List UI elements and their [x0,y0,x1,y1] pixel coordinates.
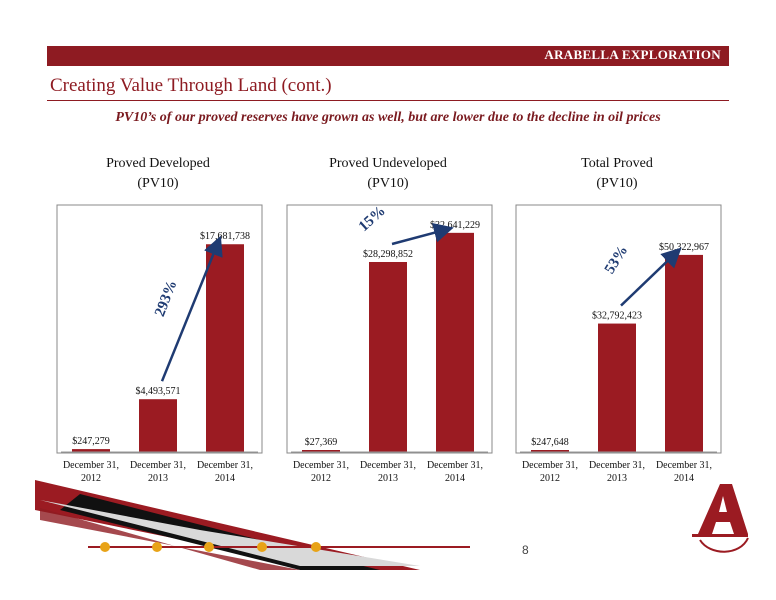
arabella-logo-icon [692,484,749,553]
x-tick-label: December 31, [589,460,645,471]
bar [206,244,244,452]
bar-value-label: $247,648 [531,437,569,448]
bar [139,399,177,452]
chart-title-proved-undeveloped: Proved Undeveloped (PV10) [288,154,488,194]
bar [598,323,636,452]
bar [436,232,474,452]
x-tick-label: December 31, [522,460,578,471]
x-tick-label: December 31, [427,460,483,471]
bar-value-label: $28,298,852 [363,249,413,260]
x-tick-label-year: 2012 [311,473,331,484]
page-subtitle: PV10’s of our proved reserves have grown… [115,110,661,125]
bar [369,261,407,452]
growth-arrow [620,247,682,307]
x-tick-label: December 31, [130,460,186,471]
growth-arrow [391,223,454,246]
x-tick-label-year: 2014 [215,473,235,484]
chart-title-total-proved: Total Proved (PV10) [517,154,717,194]
x-tick-label-year: 2013 [148,473,168,484]
x-tick-label-year: 2014 [445,473,465,484]
chart-title-line1: Total Proved [581,156,653,171]
x-tick-label-year: 2013 [607,473,627,484]
x-tick-label-year: 2012 [540,473,560,484]
chart-title-line1: Proved Undeveloped [329,156,447,171]
x-tick-label: December 31, [293,460,349,471]
bar-value-label: $4,493,571 [136,386,181,397]
chart-title-line1: Proved Developed [106,156,210,171]
header-bar: ARABELLA EXPLORATION [47,46,729,66]
chart-title-line2: (PV10) [596,176,638,191]
x-tick-label-year: 2014 [674,473,694,484]
page-title: Creating Value Through Land (cont.) [50,75,332,96]
brand-name: ARABELLA EXPLORATION [544,47,721,62]
bar-value-label: $17,681,738 [200,231,250,242]
bar [72,449,110,452]
bar-value-label: $32,641,229 [430,220,480,231]
x-tick-label: December 31, [656,460,712,471]
x-tick-label: December 31, [197,460,253,471]
bar [665,254,703,452]
bar-value-label: $27,369 [305,437,338,448]
x-tick-label: December 31, [360,460,416,471]
growth-arrow [160,235,223,382]
x-tick-label-year: 2012 [81,473,101,484]
bar-value-label: $32,792,423 [592,311,642,322]
chart-title-line2: (PV10) [137,176,179,191]
bar [531,450,569,452]
x-tick-label: December 31, [63,460,119,471]
decorative-footer-graphic [35,480,470,570]
x-tick-label-year: 2013 [378,473,398,484]
chart-title-proved-developed: Proved Developed (PV10) [58,154,258,194]
title-divider [47,100,729,101]
bar-value-label: $247,279 [72,436,110,447]
page-number: 8 [522,543,529,557]
bar-value-label: $50,322,967 [659,242,709,253]
bar [302,450,340,452]
chart-title-line2: (PV10) [367,176,409,191]
